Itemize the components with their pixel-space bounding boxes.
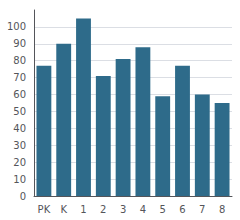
svg-text:60: 60 bbox=[13, 89, 26, 100]
svg-text:40: 40 bbox=[13, 123, 26, 134]
svg-text:80: 80 bbox=[13, 55, 26, 66]
svg-text:100: 100 bbox=[7, 21, 26, 32]
svg-text:1: 1 bbox=[80, 204, 86, 215]
svg-text:PK: PK bbox=[38, 204, 51, 215]
svg-text:5: 5 bbox=[160, 204, 166, 215]
svg-text:50: 50 bbox=[13, 106, 26, 117]
svg-text:K: K bbox=[60, 204, 67, 215]
svg-text:0: 0 bbox=[20, 191, 26, 202]
svg-text:20: 20 bbox=[13, 157, 26, 168]
svg-text:70: 70 bbox=[13, 72, 26, 83]
svg-text:2: 2 bbox=[100, 204, 106, 215]
svg-text:3: 3 bbox=[120, 204, 126, 215]
svg-text:6: 6 bbox=[179, 204, 185, 215]
svg-text:4: 4 bbox=[140, 204, 146, 215]
svg-text:30: 30 bbox=[13, 140, 26, 151]
svg-text:10: 10 bbox=[13, 174, 26, 185]
svg-text:8: 8 bbox=[219, 204, 225, 215]
svg-text:7: 7 bbox=[199, 204, 205, 215]
svg-text:90: 90 bbox=[13, 38, 26, 49]
